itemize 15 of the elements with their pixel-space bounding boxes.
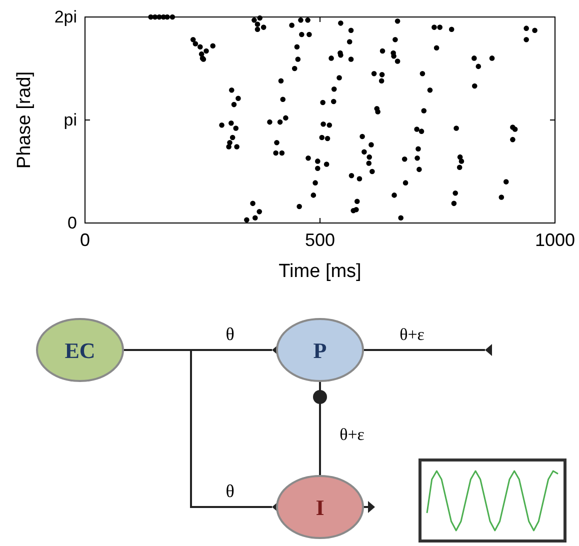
text: P (313, 338, 327, 363)
x-tick-label: 1000 (534, 230, 576, 250)
text: θ+ε (400, 325, 424, 344)
text: θ (226, 324, 234, 344)
y-tick-label: pi (64, 110, 77, 130)
y-tick-label: 2pi (54, 7, 77, 26)
x-axis-title: Time [ms] (278, 261, 362, 282)
x-tick-label: 500 (304, 230, 336, 250)
y-axis-title: Phase [rad] (14, 71, 35, 169)
text: EC (64, 338, 96, 363)
text: θ+ε (340, 425, 364, 444)
y-tick-label: 0 (68, 213, 77, 232)
text: I (316, 495, 324, 520)
text: θ (226, 481, 234, 501)
x-tick-label: 0 (80, 230, 90, 250)
